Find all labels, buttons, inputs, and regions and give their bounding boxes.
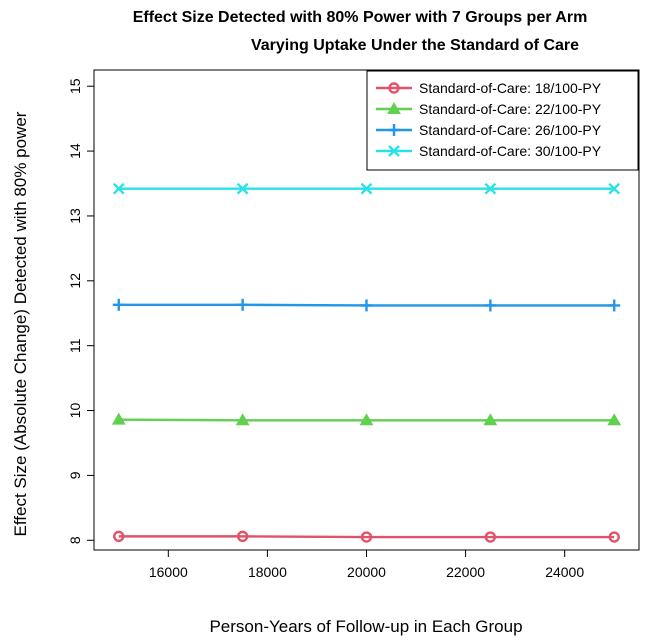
legend-item: Standard-of-Care: 26/100-PY [376, 122, 602, 138]
y-tick-label: 8 [67, 536, 83, 544]
x-axis: 16000 18000 20000 22000 24000 [149, 550, 584, 580]
legend-label: Standard-of-Care: 30/100-PY [419, 143, 602, 159]
legend-item: Standard-of-Care: 18/100-PY [376, 80, 602, 96]
data-point [360, 531, 373, 543]
series-2 [111, 412, 622, 426]
data-point [111, 412, 126, 425]
series-1 [113, 530, 620, 543]
series-3 [112, 298, 621, 312]
y-tick-label: 11 [67, 338, 83, 353]
chart-title-line1: Effect Size Detected with 80% Power with… [133, 9, 588, 26]
x-tick-label: 18000 [248, 564, 287, 580]
data-point [608, 182, 621, 195]
series-4 [112, 182, 621, 195]
y-axis: 8 9 10 11 12 13 14 15 [67, 78, 94, 544]
legend-item: Standard-of-Care: 22/100-PY [376, 101, 602, 117]
y-tick-label: 9 [67, 471, 83, 479]
data-point [607, 413, 622, 426]
y-tick-label: 13 [67, 208, 83, 224]
x-tick-label: 22000 [446, 564, 485, 580]
legend-label: Standard-of-Care: 22/100-PY [419, 101, 602, 117]
data-point [484, 299, 497, 312]
data-point [484, 531, 497, 543]
data-point [236, 298, 249, 311]
data-point [112, 298, 125, 311]
data-point [484, 182, 497, 195]
legend-marker [388, 145, 400, 157]
data-point [236, 182, 249, 195]
data-point [112, 182, 125, 195]
legend-item: Standard-of-Care: 30/100-PY [376, 143, 602, 159]
x-tick-label: 20000 [347, 564, 386, 580]
y-tick-label: 14 [67, 143, 83, 159]
data-point [359, 413, 374, 426]
data-point [608, 299, 621, 312]
data-point [483, 413, 498, 426]
series-layer [111, 182, 622, 543]
x-axis-label: Person-Years of Follow-up in Each Group [209, 617, 522, 636]
data-point [113, 530, 125, 543]
legend-marker [387, 101, 401, 114]
legend-label: Standard-of-Care: 26/100-PY [419, 122, 602, 138]
legend-marker [388, 82, 400, 94]
x-tick-label: 16000 [149, 564, 188, 580]
legend-label: Standard-of-Care: 18/100-PY [419, 80, 602, 96]
x-tick-label: 24000 [545, 564, 584, 580]
series-line [118, 535, 615, 539]
legend-box [366, 70, 639, 171]
data-point [235, 413, 250, 426]
data-point [608, 531, 620, 543]
data-point [236, 530, 249, 543]
chart-title-line2: Varying Uptake Under the Standard of Car… [251, 37, 579, 54]
legend: Standard-of-Care: 18/100-PY Standard-of-C… [366, 70, 639, 171]
y-tick-label: 10 [67, 403, 83, 419]
y-axis-label: Effect Size (Absolute Change) Detected w… [11, 111, 30, 536]
data-point [360, 182, 373, 195]
y-tick-label: 15 [67, 78, 83, 94]
data-point [360, 299, 373, 312]
legend-marker [388, 124, 400, 136]
y-tick-label: 12 [67, 273, 83, 289]
